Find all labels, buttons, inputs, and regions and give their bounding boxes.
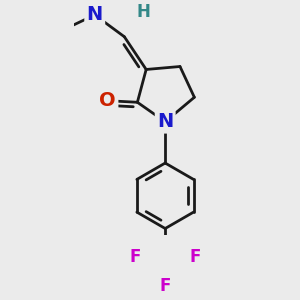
- Text: F: F: [189, 248, 200, 266]
- Text: H: H: [137, 3, 151, 21]
- Text: N: N: [87, 5, 103, 24]
- Text: F: F: [130, 248, 141, 266]
- Text: O: O: [100, 91, 116, 110]
- Text: N: N: [157, 112, 173, 131]
- Text: F: F: [160, 277, 171, 295]
